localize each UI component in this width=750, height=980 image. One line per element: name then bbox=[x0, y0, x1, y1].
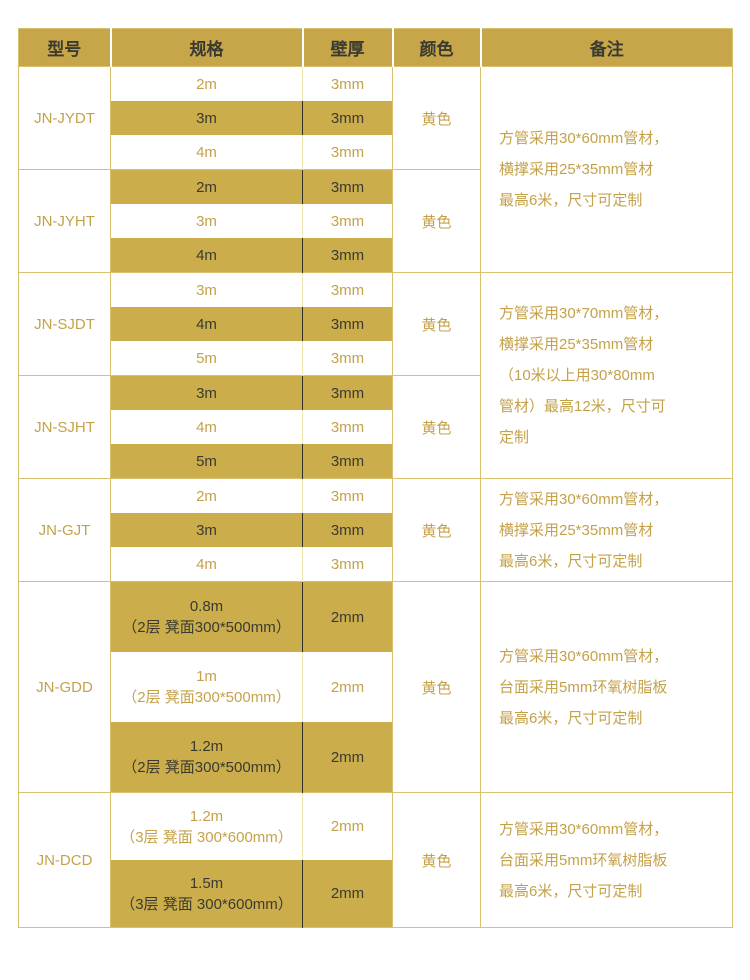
spec-cell: 3m bbox=[110, 204, 303, 238]
model-cell: JN-SJHT bbox=[18, 375, 111, 479]
column-header-thickness: 壁厚 bbox=[301, 28, 393, 67]
product-spec-table: 型号 规格 壁厚 颜色 备注 JN-JYDT 2m 3mm 黄色 方管采用30*… bbox=[18, 28, 733, 928]
model-cell: JN-JYDT bbox=[18, 66, 111, 170]
table-row: 4m 3mm bbox=[19, 238, 733, 273]
model-cell: JN-JYHT bbox=[18, 169, 111, 273]
table-row: 3m 3mm bbox=[19, 513, 733, 547]
table-row: JN-SJHT 3m 3mm 黄色 bbox=[18, 375, 733, 479]
table-row: 4m 3mm bbox=[19, 307, 733, 341]
thickness-cell: 3mm bbox=[302, 547, 393, 582]
table-row: 4m 3mm bbox=[19, 547, 733, 582]
column-header-spec: 规格 bbox=[109, 28, 303, 67]
table-row: JN-DCD 1.2m （3层 凳面 300*600mm） 2mm 黄色 方管采… bbox=[18, 792, 733, 928]
color-cell: 黄色 bbox=[392, 478, 481, 582]
table-row: 1m （2层 凳面300*500mm） 2mm bbox=[19, 652, 733, 722]
color-cell: 黄色 bbox=[392, 66, 481, 170]
model-cell: JN-DCD bbox=[18, 792, 111, 928]
table-row: JN-GJT 2m 3mm 黄色 方管采用30*60mm管材， 横撑采用25*3… bbox=[18, 478, 733, 582]
spec-cell: 5m bbox=[110, 341, 303, 376]
spec-cell: 5m bbox=[110, 444, 303, 479]
table-row: JN-GDD 0.8m （2层 凳面300*500mm） 2mm 黄色 方管采用… bbox=[18, 581, 733, 793]
spec-cell: 2m bbox=[110, 478, 303, 513]
model-cell: JN-SJDT bbox=[18, 272, 111, 376]
thickness-cell: 2mm bbox=[302, 792, 393, 860]
spec-cell: 0.8m （2层 凳面300*500mm） bbox=[110, 581, 303, 652]
spec-cell: 1.2m （3层 凳面 300*600mm） bbox=[110, 792, 303, 860]
spec-cell: 4m bbox=[110, 135, 303, 170]
table-row: 1.2m （2层 凳面300*500mm） 2mm bbox=[19, 722, 733, 793]
thickness-cell: 3mm bbox=[302, 410, 393, 444]
thickness-cell: 2mm bbox=[302, 860, 393, 928]
thickness-cell: 2mm bbox=[302, 722, 393, 793]
thickness-cell: 3mm bbox=[302, 135, 393, 170]
color-cell: 黄色 bbox=[392, 581, 481, 793]
table-row: 3m 3mm bbox=[19, 101, 733, 135]
model-cell: JN-GDD bbox=[18, 581, 111, 793]
thickness-cell: 3mm bbox=[302, 375, 393, 410]
color-cell: 黄色 bbox=[392, 272, 481, 376]
table-row: JN-JYHT 2m 3mm 黄色 bbox=[18, 169, 733, 273]
remark-cell: 方管采用30*70mm管材， 横撑采用25*35mm管材 （10米以上用30*8… bbox=[480, 272, 733, 479]
spec-cell: 1m （2层 凳面300*500mm） bbox=[110, 652, 303, 722]
spec-cell: 2m bbox=[110, 169, 303, 204]
thickness-cell: 3mm bbox=[302, 66, 393, 101]
table-row: 5m 3mm bbox=[19, 341, 733, 376]
thickness-cell: 3mm bbox=[302, 444, 393, 479]
thickness-cell: 3mm bbox=[302, 238, 393, 273]
thickness-cell: 3mm bbox=[302, 513, 393, 547]
table-row: 4m 3mm bbox=[19, 410, 733, 444]
thickness-cell: 2mm bbox=[302, 652, 393, 722]
column-header-remark: 备注 bbox=[479, 28, 733, 67]
thickness-cell: 3mm bbox=[302, 478, 393, 513]
color-cell: 黄色 bbox=[392, 169, 481, 273]
thickness-cell: 3mm bbox=[302, 272, 393, 307]
spec-cell: 4m bbox=[110, 547, 303, 582]
thickness-cell: 3mm bbox=[302, 204, 393, 238]
spec-cell: 3m bbox=[110, 101, 303, 135]
column-header-color: 颜色 bbox=[391, 28, 481, 67]
spec-cell: 2m bbox=[110, 66, 303, 101]
model-cell: JN-GJT bbox=[18, 478, 111, 582]
spec-cell: 1.2m （2层 凳面300*500mm） bbox=[110, 722, 303, 793]
table-row: 5m 3mm bbox=[19, 444, 733, 479]
thickness-cell: 2mm bbox=[302, 581, 393, 652]
header-row: 型号 规格 壁厚 颜色 备注 bbox=[18, 28, 733, 67]
column-header-model: 型号 bbox=[18, 28, 111, 67]
table-row: 4m 3mm bbox=[19, 135, 733, 170]
spec-cell: 3m bbox=[110, 272, 303, 307]
thickness-cell: 3mm bbox=[302, 169, 393, 204]
color-cell: 黄色 bbox=[392, 375, 481, 479]
thickness-cell: 3mm bbox=[302, 101, 393, 135]
remark-cell: 方管采用30*60mm管材， 台面采用5mm环氧树脂板 最高6米，尺寸可定制 bbox=[480, 581, 733, 793]
remark-cell: 方管采用30*60mm管材， 台面采用5mm环氧树脂板 最高6米，尺寸可定制 bbox=[480, 792, 733, 928]
thickness-cell: 3mm bbox=[302, 341, 393, 376]
spec-cell: 4m bbox=[110, 410, 303, 444]
remark-cell: 方管采用30*60mm管材， 横撑采用25*35mm管材 最高6米，尺寸可定制 bbox=[480, 66, 733, 273]
thickness-cell: 3mm bbox=[302, 307, 393, 341]
spec-cell: 4m bbox=[110, 307, 303, 341]
spec-cell: 4m bbox=[110, 238, 303, 273]
table-row: 1.5m （3层 凳面 300*600mm） 2mm bbox=[19, 860, 733, 928]
table-row: JN-JYDT 2m 3mm 黄色 方管采用30*60mm管材， 横撑采用25*… bbox=[18, 66, 733, 273]
color-cell: 黄色 bbox=[392, 792, 481, 928]
remark-cell: 方管采用30*60mm管材， 横撑采用25*35mm管材 最高6米，尺寸可定制 bbox=[480, 478, 733, 582]
spec-cell: 3m bbox=[110, 375, 303, 410]
spec-cell: 1.5m （3层 凳面 300*600mm） bbox=[110, 860, 303, 928]
table-row: JN-SJDT 3m 3mm 黄色 方管采用30*70mm管材， 横撑采用25*… bbox=[18, 272, 733, 479]
spec-cell: 3m bbox=[110, 513, 303, 547]
table-row: 3m 3mm bbox=[19, 204, 733, 238]
